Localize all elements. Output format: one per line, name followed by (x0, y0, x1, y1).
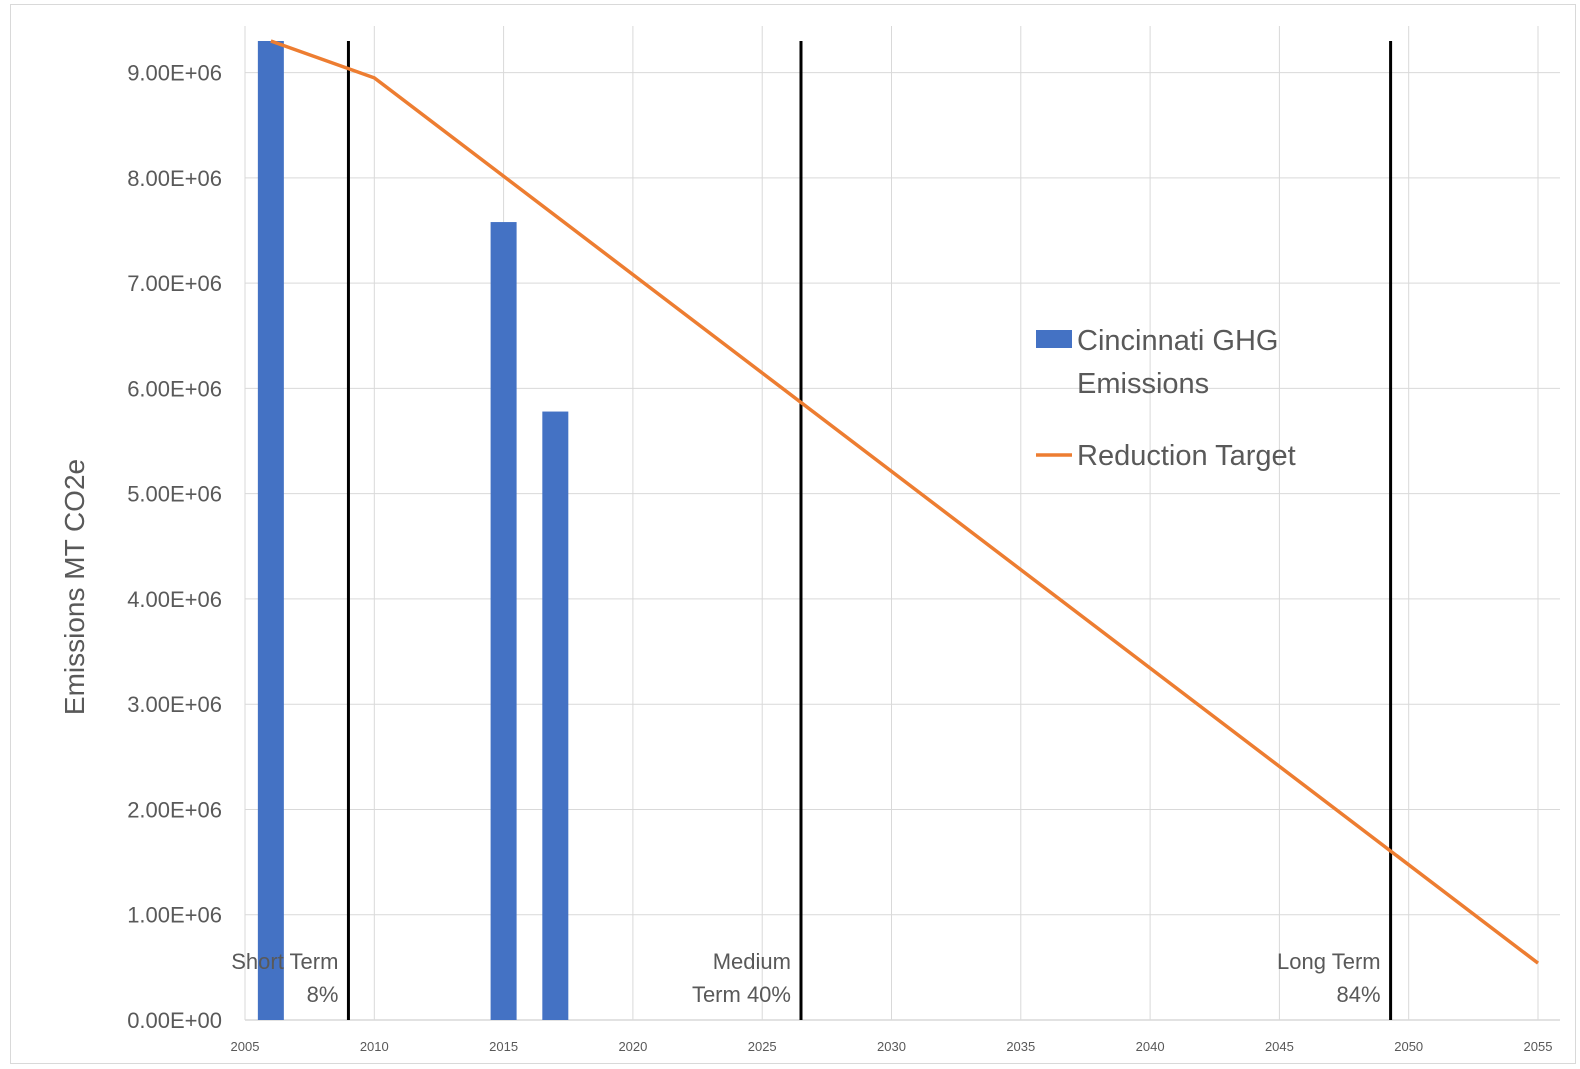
x-tick-label: 2015 (489, 1039, 518, 1054)
x-tick-label: 2020 (618, 1039, 647, 1054)
x-tick-label: 2050 (1394, 1039, 1423, 1054)
emissions-bar (490, 222, 517, 1020)
x-axis: 2005 2010 2015 2020 2025 2030 2035 2040 2045 2050… (231, 1039, 1553, 1054)
y-tick-label: 8.00E+06 (127, 166, 222, 191)
x-tick-label: 2040 (1136, 1039, 1165, 1054)
term-marker-percent: Term 40% (692, 982, 791, 1007)
term-marker-label: Medium (713, 949, 791, 974)
grid (244, 26, 1560, 1021)
legend-label-target: Reduction Target (1077, 440, 1296, 472)
y-axis: 0.00E+00 1.00E+06 2.00E+06 3.00E+06 4.00E+06… (127, 61, 222, 1033)
y-tick-label: 0.00E+00 (127, 1008, 222, 1033)
y-tick-label: 7.00E+06 (127, 271, 222, 296)
chart-frame (10, 4, 1576, 1064)
x-tick-label: 2055 (1524, 1039, 1553, 1054)
term-marker-percent: 84% (1337, 982, 1381, 1007)
x-tick-label: 2045 (1265, 1039, 1294, 1054)
line-series (270, 39, 1540, 965)
term-marker-label: Long Term (1277, 949, 1381, 974)
x-tick-label: 2005 (231, 1039, 260, 1054)
term-marker-percent: 8% (307, 982, 339, 1007)
y-tick-label: 1.00E+06 (127, 903, 222, 928)
y-tick-label: 5.00E+06 (127, 482, 222, 507)
y-tick-label: 3.00E+06 (127, 692, 222, 717)
bar-series (257, 41, 569, 1020)
y-tick-label: 2.00E+06 (127, 797, 222, 822)
legend: Cincinnati GHG Emissions Reduction Target (1036, 325, 1296, 472)
legend-label-emissions: Cincinnati GHG Emissions (1077, 325, 1278, 400)
x-tick-label: 2030 (877, 1039, 906, 1054)
y-tick-label: 4.00E+06 (127, 587, 222, 612)
x-tick-label: 2010 (360, 1039, 389, 1054)
x-tick-label: 2035 (1006, 1039, 1035, 1054)
legend-swatch-bar (1036, 330, 1072, 348)
emissions-bar (257, 41, 284, 1020)
reduction-target-line (270, 39, 1540, 965)
y-tick-label: 6.00E+06 (127, 376, 222, 401)
term-marker-label: Short Term (231, 949, 338, 974)
y-tick-label: 9.00E+06 (127, 61, 222, 86)
emissions-bar (542, 411, 569, 1020)
x-tick-label: 2025 (748, 1039, 777, 1054)
term-markers: Short Term 8% Medium Term 40% Long Term 84% (231, 41, 1393, 1020)
y-axis-title: Emissions MT CO2e (59, 459, 90, 715)
